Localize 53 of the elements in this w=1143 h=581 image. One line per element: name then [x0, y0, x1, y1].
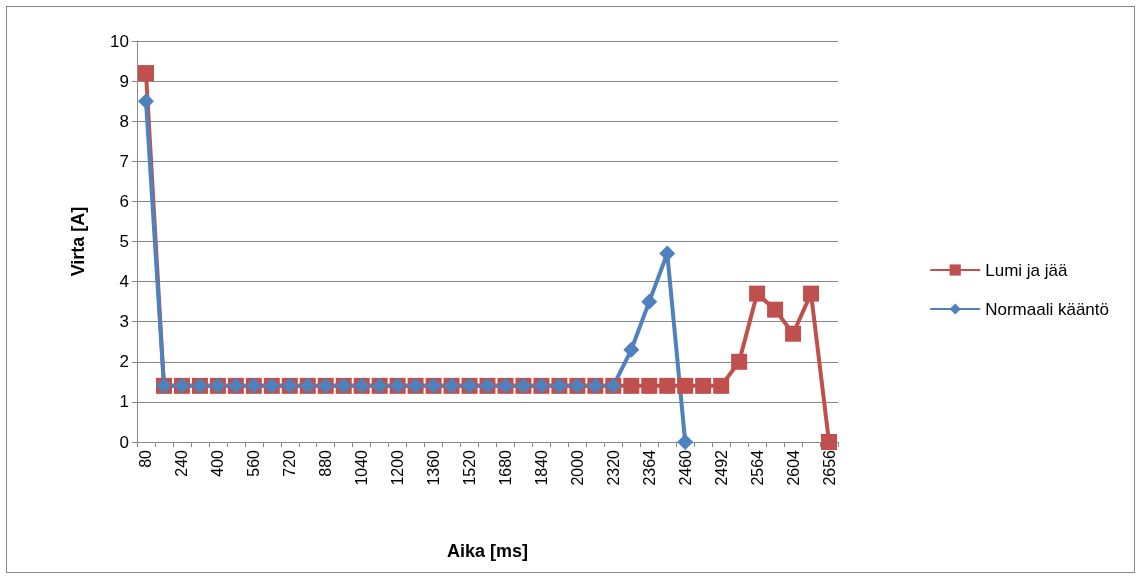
x-tick-label: 2604: [784, 449, 802, 486]
point: [821, 434, 838, 450]
y-tick-label: 4: [119, 272, 129, 292]
point: [137, 93, 154, 110]
x-tick-label: 2320: [604, 449, 622, 486]
x-tick-label: 1840: [532, 449, 550, 486]
y-tick-label: 9: [119, 71, 129, 91]
y-axis-title: Virta [A]: [68, 206, 88, 277]
x-tick-label: 2460: [676, 449, 694, 486]
point: [641, 377, 658, 394]
point: [713, 377, 730, 394]
x-tick-label: 80: [137, 449, 155, 468]
legend-label: Lumi ja jää: [985, 260, 1068, 280]
y-tick-label: 5: [119, 232, 129, 251]
point: [677, 434, 694, 450]
y-tick-label: 3: [119, 312, 129, 332]
point: [659, 245, 676, 262]
x-axis-title: Aika [ms]: [446, 541, 529, 561]
x-tick-label: 2000: [568, 449, 586, 486]
x-tick-label: 560: [245, 449, 263, 477]
point: [641, 293, 658, 310]
x-tick-label: 1040: [353, 449, 371, 486]
y-tick-label: 1: [119, 392, 129, 412]
y-tick-label: 8: [119, 111, 129, 131]
x-tick-label: 2564: [748, 449, 766, 486]
point: [623, 341, 640, 358]
point: [749, 285, 766, 302]
x-tick-label: 1360: [425, 449, 443, 486]
y-tick-label: 0: [119, 432, 129, 452]
point: [677, 377, 694, 394]
y-tick-label: 2: [119, 352, 129, 372]
legend-label: Normaali kääntö: [985, 299, 1109, 319]
x-tick-label: 2364: [640, 449, 658, 486]
point: [731, 353, 748, 370]
y-tick-label: 7: [119, 151, 129, 171]
point: [803, 285, 820, 302]
point: [767, 301, 784, 318]
point: [659, 377, 676, 394]
point: [785, 325, 802, 342]
point: [623, 377, 640, 394]
x-tick-label: 1200: [389, 449, 407, 486]
x-tick-label: 880: [317, 449, 335, 477]
y-tick-label: 10: [110, 31, 129, 51]
x-tick-label: 2492: [712, 449, 730, 486]
point: [695, 377, 712, 394]
x-tick-label: 400: [209, 449, 227, 477]
x-tick-label: 1680: [496, 449, 514, 486]
x-tick-label: 720: [281, 449, 299, 477]
y-tick-label: 6: [119, 191, 129, 211]
x-tick-label: 240: [173, 449, 191, 477]
x-tick-label: 2656: [820, 449, 838, 486]
x-tick-label: 1520: [461, 449, 479, 486]
point: [137, 65, 154, 82]
